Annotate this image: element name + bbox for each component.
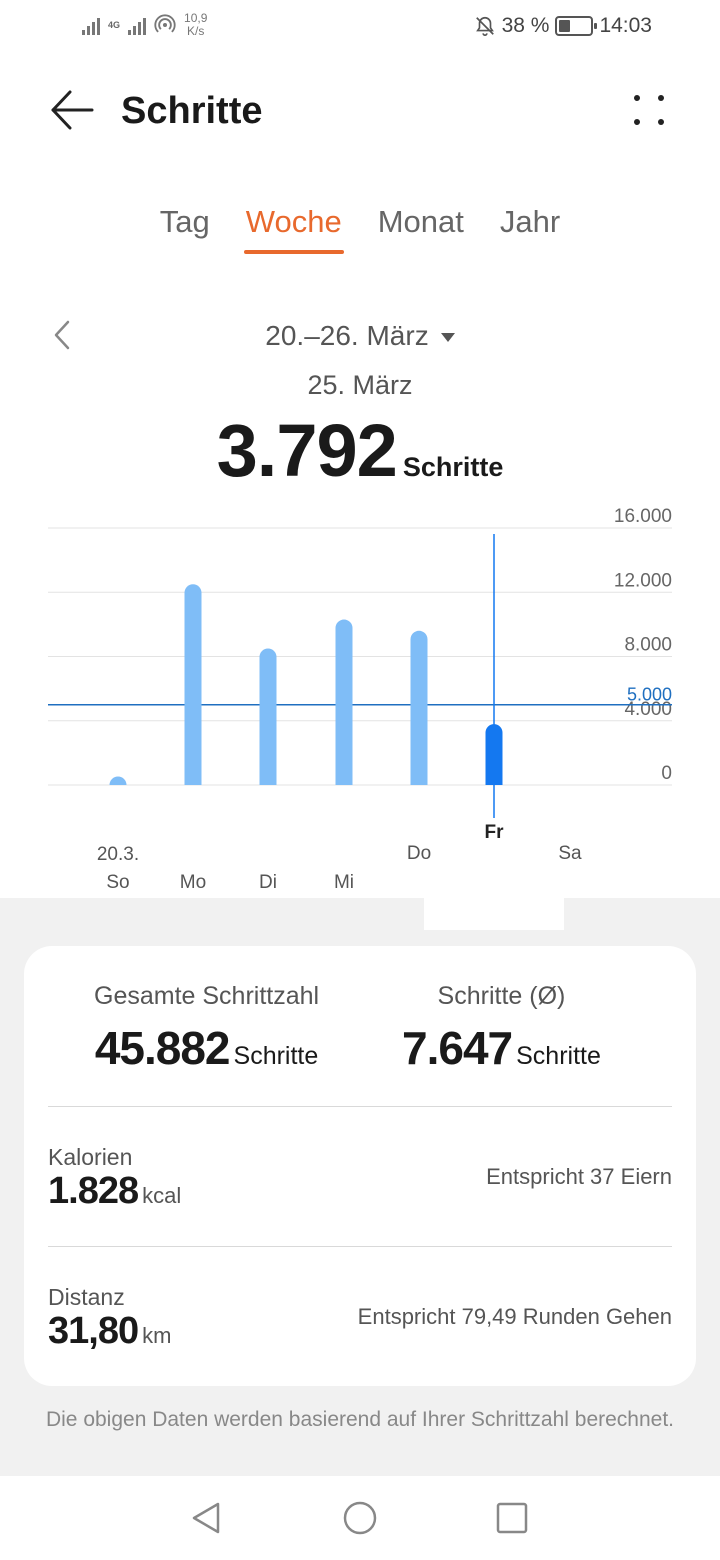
app-header: Schritte xyxy=(0,72,720,152)
nav-recents-icon[interactable] xyxy=(494,1500,530,1536)
range-selector: 20.–26. März xyxy=(0,316,720,356)
bar xyxy=(109,776,127,785)
battery-icon xyxy=(555,16,598,36)
tab-monat[interactable]: Monat xyxy=(377,204,464,239)
battery-level-fill xyxy=(559,20,571,32)
avg-steps-unit: Schritte xyxy=(516,1042,601,1070)
distance-label: Distanz xyxy=(48,1284,125,1310)
total-steps-value: 45.882 xyxy=(94,1022,231,1074)
total-steps-stat: Gesamte Schrittzahl 45.882 Schritte xyxy=(94,982,319,1075)
y-tick-label: 8.000 xyxy=(624,635,672,656)
drag-handle[interactable] xyxy=(472,876,516,920)
total-steps-label: Gesamte Schrittzahl xyxy=(94,982,320,1010)
nav-back-icon[interactable] xyxy=(188,1500,224,1536)
x-tick-label: Do xyxy=(407,843,431,864)
avg-steps-value: 7.647 xyxy=(402,1022,513,1074)
divider xyxy=(48,1106,672,1107)
range-dropdown[interactable]: 20.–26. März xyxy=(0,320,720,352)
speed-unit: K/s xyxy=(187,24,205,38)
calories-equivalent: Entspricht 37 Eiern xyxy=(486,1164,672,1189)
range-label: 20.–26. März xyxy=(265,320,429,351)
clock: 14:03 xyxy=(599,14,652,37)
bar xyxy=(335,619,353,785)
bell-muted-icon xyxy=(475,16,494,36)
x-tick-label: Mi xyxy=(334,872,354,893)
status-right: 38 % 14:03 xyxy=(474,14,652,38)
distance-value: 31,80 xyxy=(48,1310,139,1352)
steps-chart[interactable]: 0 4.000 8.000 12.000 16.000 5.000 So Mo Di Mi Do Fr… xyxy=(0,500,720,900)
summary-card: Gesamte Schrittzahl 45.882 Schritte Schri… xyxy=(24,946,696,1386)
x-tick-label: Di xyxy=(259,872,277,893)
distance-equivalent: Entspricht 79,49 Runden Gehen xyxy=(357,1304,672,1329)
distance-unit: km xyxy=(142,1323,172,1348)
nav-home-icon[interactable] xyxy=(342,1500,378,1536)
calories-row: Kalorien 1.828 kcal Entspricht 37 Eiern xyxy=(48,1144,672,1244)
bar-selected xyxy=(485,724,503,785)
footnote: Die obigen Daten werden basierend auf Ih… xyxy=(45,1408,675,1431)
chevron-left-icon xyxy=(54,320,70,350)
bar xyxy=(184,584,202,785)
divider xyxy=(48,1246,672,1247)
previous-week-button[interactable] xyxy=(50,318,74,352)
more-options-button[interactable] xyxy=(632,92,668,128)
back-arrow-icon xyxy=(51,90,94,130)
y-tick-label: 16.000 xyxy=(614,506,672,527)
selected-steps: 3.792 xyxy=(216,409,398,492)
total-steps-unit: Schritte xyxy=(233,1042,319,1070)
y-tick-label: 0 xyxy=(661,763,672,784)
battery-percent: 38 % xyxy=(501,14,550,37)
avg-steps-stat: Schritte (Ø) 7.647 Schritte xyxy=(402,982,601,1075)
period-tabs: Tag Woche Monat Jahr xyxy=(0,200,720,260)
selected-value: 3.792 Schritte xyxy=(0,408,720,493)
tab-tag[interactable]: Tag xyxy=(159,204,210,239)
status-left: 4G 10,9 K/s xyxy=(82,12,207,38)
back-button[interactable] xyxy=(48,88,98,132)
goal-label: 5.000 xyxy=(627,685,672,705)
dropdown-caret-icon xyxy=(440,333,455,343)
hotspot-icon xyxy=(154,14,176,33)
bar xyxy=(410,630,428,785)
status-bar: 4G 10,9 K/s 38 % 14:03 xyxy=(0,0,720,56)
tab-woche[interactable]: Woche xyxy=(243,200,344,260)
distance-row: Distanz 31,80 km Entspricht 79,49 Runden … xyxy=(48,1284,672,1384)
network-type: 4G xyxy=(108,19,121,30)
speed-value: 10,9 xyxy=(184,11,208,25)
avg-steps-label: Schritte (Ø) xyxy=(437,982,566,1010)
x-date-label: 20.3. xyxy=(97,844,139,865)
system-nav-bar xyxy=(0,1476,720,1560)
y-tick-label: 12.000 xyxy=(614,570,672,591)
selected-date: 25. März xyxy=(307,370,413,400)
calories-unit: kcal xyxy=(142,1183,182,1208)
x-tick-label: Mo xyxy=(180,872,206,893)
bar xyxy=(259,648,277,785)
x-tick-label: So xyxy=(106,872,129,893)
signal-icon-2 xyxy=(128,15,147,35)
page-title: Schritte xyxy=(121,90,263,132)
selected-steps-unit: Schritte xyxy=(402,452,504,482)
x-tick-label: Sa xyxy=(558,843,582,864)
tab-jahr[interactable]: Jahr xyxy=(499,204,561,239)
calories-value: 1.828 xyxy=(48,1170,139,1212)
calories-label: Kalorien xyxy=(48,1144,133,1170)
x-tick-label: Fr xyxy=(485,822,505,843)
network-speed: 10,9 K/s xyxy=(184,12,207,38)
signal-icon xyxy=(82,15,100,35)
